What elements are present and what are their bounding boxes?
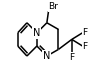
Text: Br: Br xyxy=(48,2,58,11)
Text: N: N xyxy=(43,51,51,61)
Text: N: N xyxy=(33,28,41,38)
Text: F: F xyxy=(69,53,74,62)
Text: F: F xyxy=(83,28,88,37)
Text: F: F xyxy=(83,42,88,51)
